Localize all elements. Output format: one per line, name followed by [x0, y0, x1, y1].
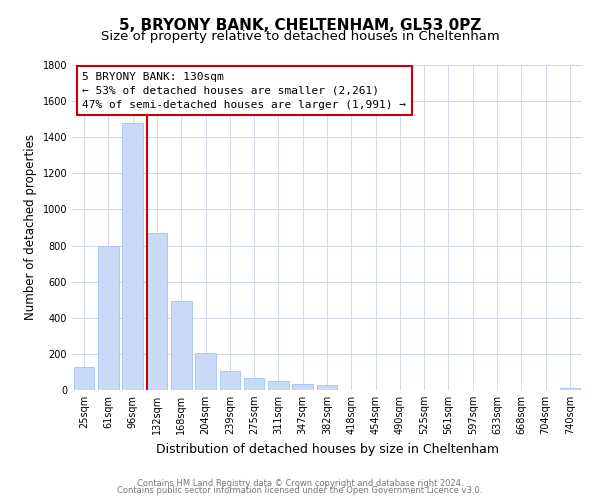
- Bar: [244, 378, 265, 390]
- Text: 5 BRYONY BANK: 130sqm
← 53% of detached houses are smaller (2,261)
47% of semi-d: 5 BRYONY BANK: 130sqm ← 53% of detached …: [82, 72, 406, 110]
- Y-axis label: Number of detached properties: Number of detached properties: [24, 134, 37, 320]
- Bar: [98, 246, 119, 390]
- Bar: [220, 371, 240, 390]
- Text: 5, BRYONY BANK, CHELTENHAM, GL53 0PZ: 5, BRYONY BANK, CHELTENHAM, GL53 0PZ: [119, 18, 481, 32]
- Bar: [195, 353, 216, 390]
- Bar: [74, 366, 94, 390]
- Bar: [560, 388, 580, 390]
- Bar: [146, 233, 167, 390]
- Text: Contains HM Land Registry data © Crown copyright and database right 2024.: Contains HM Land Registry data © Crown c…: [137, 478, 463, 488]
- Bar: [292, 384, 313, 390]
- Text: Size of property relative to detached houses in Cheltenham: Size of property relative to detached ho…: [101, 30, 499, 43]
- X-axis label: Distribution of detached houses by size in Cheltenham: Distribution of detached houses by size …: [155, 442, 499, 456]
- Bar: [122, 123, 143, 390]
- Bar: [317, 386, 337, 390]
- Text: Contains public sector information licensed under the Open Government Licence v3: Contains public sector information licen…: [118, 486, 482, 495]
- Bar: [268, 381, 289, 390]
- Bar: [171, 300, 191, 390]
